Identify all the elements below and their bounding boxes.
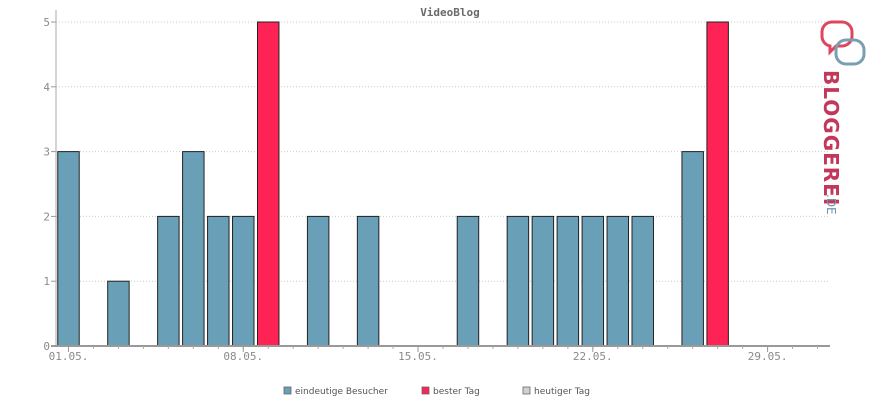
legend-label: heutiger Tag (534, 387, 590, 397)
bar (232, 215, 255, 347)
legend-swatch (522, 386, 531, 395)
legend-swatch (283, 386, 292, 395)
y-tick-label: 5 (43, 16, 50, 29)
bar (356, 215, 380, 347)
legend-swatch (421, 386, 430, 395)
bar (531, 215, 555, 347)
x-tick-label: 15.05. (398, 350, 438, 363)
bar (631, 215, 654, 347)
y-tick-label: 1 (43, 275, 50, 288)
axes: 0 1 2 3 4 5 01.05. 08.05. 15.05. 22.05. 29.05. (43, 10, 830, 363)
x-tick-label: 22.05. (573, 350, 613, 363)
bar (182, 151, 205, 347)
legend-label: eindeutige Besucher (295, 387, 388, 397)
bars (57, 21, 729, 347)
bloggerei-logo: BLOGGEREI .DE (819, 20, 866, 215)
bar (681, 151, 704, 347)
bar (556, 215, 580, 347)
bar (207, 215, 230, 347)
y-tick-label: 0 (43, 340, 50, 353)
bar (57, 151, 80, 347)
bar (581, 215, 605, 347)
chart-title: VideoBlog (420, 6, 480, 19)
bar (456, 215, 480, 347)
bar (256, 21, 280, 347)
bar (157, 215, 180, 347)
bar (306, 215, 330, 347)
logo-wordmark: BLOGGEREI (819, 70, 843, 206)
y-tick-label: 3 (43, 146, 50, 159)
logo-bubble-icon (820, 20, 866, 66)
bar (706, 21, 729, 347)
legend-label: bester Tag (433, 387, 480, 397)
legend: eindeutige Besucher bester Tag heutiger Ta… (283, 386, 590, 397)
bar (606, 215, 630, 347)
x-tick-label: 01.05. (49, 350, 89, 363)
logo-tld: .DE (824, 194, 838, 215)
x-tick-label: 29.05. (748, 350, 788, 363)
y-tick-label: 4 (43, 81, 50, 94)
y-tick-label: 2 (43, 210, 50, 223)
x-tick-label: 08.05. (223, 350, 263, 363)
bar (107, 280, 130, 347)
bar (506, 215, 530, 347)
